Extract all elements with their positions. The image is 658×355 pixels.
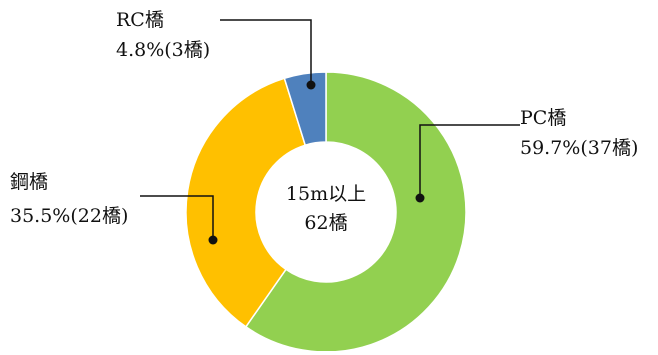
leader-dot-3 <box>306 80 316 90</box>
leader-dot-1 <box>415 193 425 203</box>
slice-label-name-2: 鋼橋 <box>10 171 48 193</box>
leader-line-3 <box>220 19 312 85</box>
slice-label-value-1: 59.7%(37橋) <box>520 137 638 159</box>
slice-label-value-3: 4.8%(3橋) <box>116 39 210 61</box>
slice-2 <box>185 77 307 328</box>
center-label: 15m以上 62橋 <box>286 183 366 234</box>
center-label-line-2: 62橋 <box>304 212 347 234</box>
slice-label-value-2: 35.5%(22橋) <box>10 205 128 227</box>
leader-dot-2 <box>208 235 218 245</box>
leader-lines <box>140 19 520 245</box>
slice-1 <box>244 71 467 353</box>
slice-label-name-1: PC橋 <box>520 107 566 129</box>
center-label-line-1: 15m以上 <box>286 183 366 205</box>
donut-slices <box>185 71 467 353</box>
leader-line-2 <box>140 195 214 240</box>
slice-3 <box>283 71 327 147</box>
leader-line-1 <box>419 124 520 198</box>
slice-labels: PC橋 59.7%(37橋) 鋼橋 35.5%(22橋) RC橋 4.8%(3橋) <box>10 9 638 227</box>
slice-label-name-3: RC橋 <box>116 9 164 31</box>
